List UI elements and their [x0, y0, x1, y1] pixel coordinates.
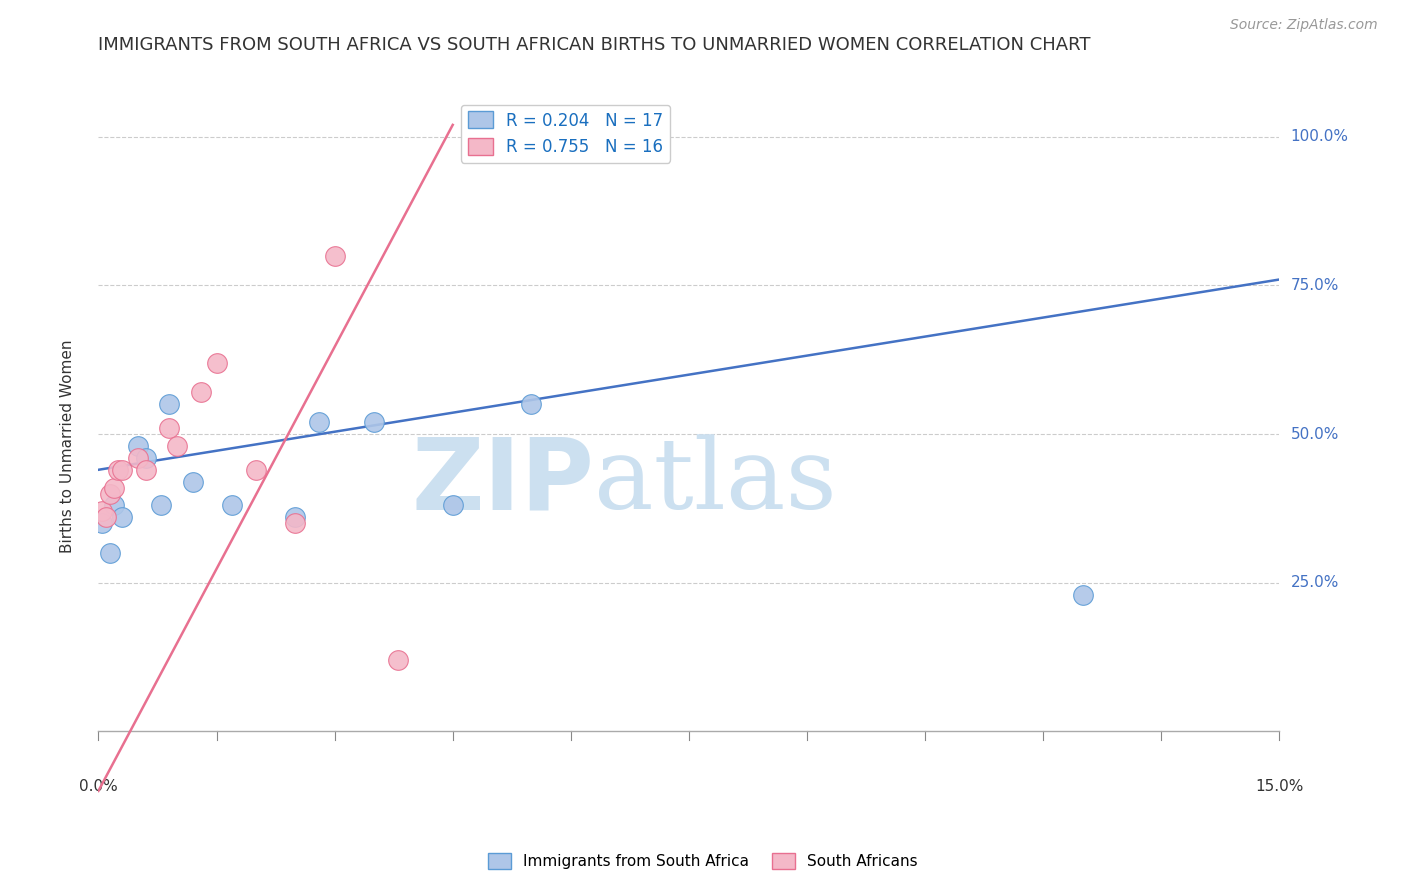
Text: Source: ZipAtlas.com: Source: ZipAtlas.com [1230, 18, 1378, 32]
Text: 25.0%: 25.0% [1291, 575, 1339, 591]
Text: ZIP: ZIP [412, 434, 595, 530]
Point [323, 249, 346, 263]
Point [107, 463, 129, 477]
Point [387, 653, 409, 667]
Point [91, 504, 114, 518]
Text: atlas: atlas [595, 434, 837, 530]
Point [135, 450, 157, 465]
Point [181, 475, 204, 489]
Legend: R = 0.204   N = 17, R = 0.755   N = 16: R = 0.204 N = 17, R = 0.755 N = 16 [461, 104, 669, 162]
Y-axis label: Births to Unmarried Women: Births to Unmarried Women [60, 339, 75, 553]
Point [221, 499, 243, 513]
Point [205, 356, 228, 370]
Text: 75.0%: 75.0% [1291, 278, 1339, 293]
Point [127, 439, 149, 453]
Point [363, 415, 385, 429]
Point [98, 546, 121, 560]
Point [135, 463, 157, 477]
Point [166, 439, 188, 453]
Point [284, 516, 307, 531]
Text: 15.0%: 15.0% [1256, 779, 1303, 794]
Point [520, 397, 543, 411]
Point [560, 136, 582, 150]
Point [150, 499, 173, 513]
Point [308, 415, 330, 429]
Text: 100.0%: 100.0% [1291, 129, 1348, 145]
Text: 50.0%: 50.0% [1291, 426, 1339, 442]
Point [91, 516, 114, 531]
Text: 0.0%: 0.0% [79, 779, 118, 794]
Point [96, 510, 118, 524]
Point [111, 510, 134, 524]
Point [190, 385, 212, 400]
Point [98, 486, 121, 500]
Text: IMMIGRANTS FROM SOUTH AFRICA VS SOUTH AFRICAN BIRTHS TO UNMARRIED WOMEN CORRELAT: IMMIGRANTS FROM SOUTH AFRICA VS SOUTH AF… [98, 36, 1091, 54]
Point [157, 421, 180, 435]
Point [111, 463, 134, 477]
Point [245, 463, 267, 477]
Legend: Immigrants from South Africa, South Africans: Immigrants from South Africa, South Afri… [482, 847, 924, 875]
Point [103, 499, 125, 513]
Point [441, 499, 464, 513]
Point [127, 450, 149, 465]
Point [157, 397, 180, 411]
Point [103, 481, 125, 495]
Point [284, 510, 307, 524]
Point [1071, 588, 1094, 602]
